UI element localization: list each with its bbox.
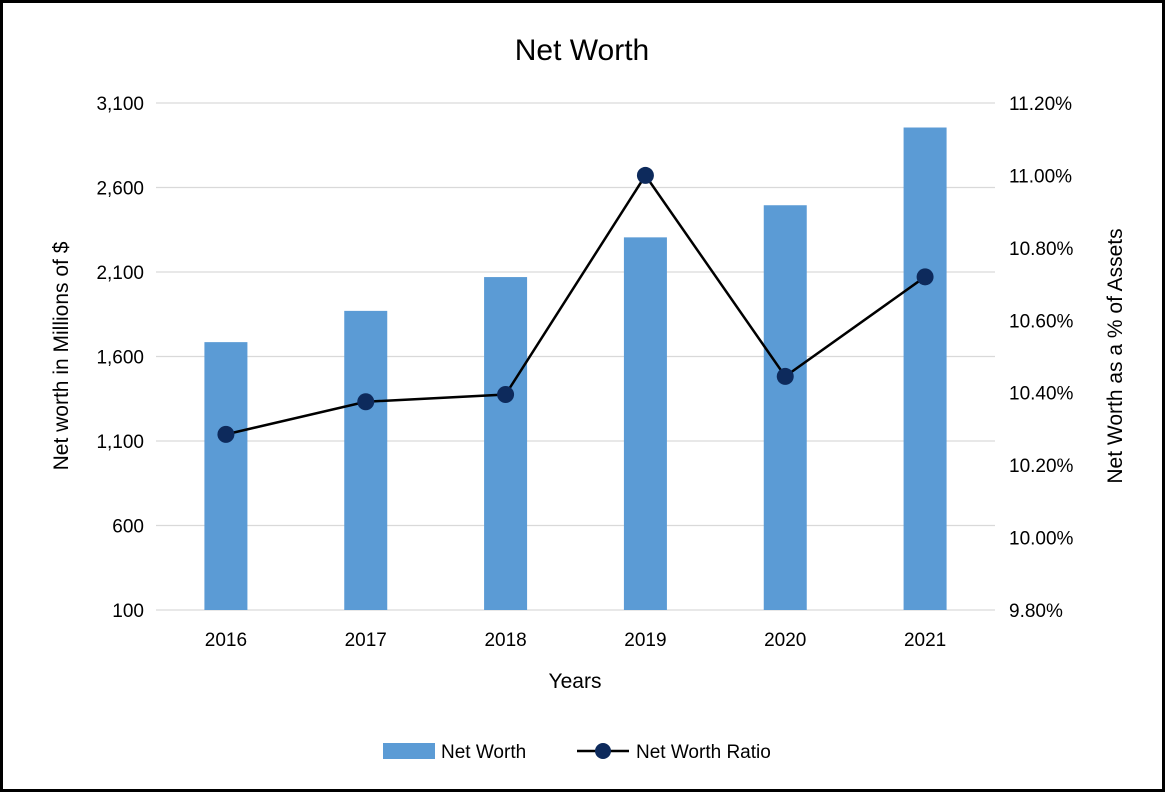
left-tick-label: 2,100 [96, 263, 144, 284]
right-tick-label: 10.60% [1009, 311, 1074, 332]
right-tick-label: 11.00% [1009, 166, 1072, 187]
left-tick-label: 2,600 [96, 179, 144, 200]
right-axis-title: Net Worth as a % of Assets [1104, 228, 1127, 483]
legend-label-net-worth-ratio: Net Worth Ratio [636, 742, 771, 763]
right-tick-label: 10.20% [1009, 456, 1074, 477]
line-point [776, 367, 794, 385]
legend-swatch-net-worth [383, 743, 435, 759]
bar [763, 205, 807, 610]
x-tick-label: 2020 [764, 630, 806, 651]
left-axis-ticks: 100 600 1,100 1,600 2,100 2,600 3,100 [96, 94, 144, 622]
legend: Net Worth Net Worth Ratio [383, 742, 771, 763]
x-tick-label: 2016 [205, 630, 247, 651]
left-tick-label: 3,100 [96, 94, 144, 115]
legend-label-net-worth: Net Worth [441, 742, 526, 763]
x-tick-label: 2018 [484, 630, 526, 651]
line-point [217, 425, 235, 443]
line-point [636, 166, 654, 184]
right-axis-ticks: 9.80% 10.00% 10.20% 10.40% 10.60% 10.80% 11.00… [1009, 94, 1074, 622]
x-tick-label: 2019 [624, 630, 666, 651]
right-tick-label: 10.80% [1009, 239, 1074, 260]
line-point [916, 268, 934, 286]
bar [204, 342, 248, 610]
line-series-net-worth-ratio [217, 166, 934, 443]
left-axis-title: Net worth in Millions of $ [50, 241, 73, 470]
x-axis-title: Years [549, 670, 602, 693]
left-tick-label: 100 [112, 601, 144, 622]
left-tick-label: 1,600 [96, 348, 144, 369]
bar [903, 127, 947, 610]
line-point [357, 393, 375, 411]
x-tick-label: 2021 [904, 630, 946, 651]
legend-marker-net-worth-ratio [595, 743, 611, 759]
right-tick-label: 9.80% [1009, 601, 1063, 622]
right-tick-label: 10.40% [1009, 384, 1074, 405]
right-tick-label: 10.00% [1009, 529, 1074, 550]
x-tick-label: 2017 [345, 630, 387, 651]
series-line [225, 173, 926, 436]
x-axis-ticks: 2016 2017 2018 2019 2020 2021 [205, 630, 946, 651]
left-tick-label: 600 [112, 517, 144, 538]
right-tick-label: 11.20% [1009, 94, 1072, 115]
bar-series-net-worth [204, 127, 947, 611]
line-point [497, 386, 515, 404]
chart-title: Net Worth [515, 34, 650, 67]
bar [484, 277, 528, 610]
bar [623, 237, 667, 611]
bar [344, 310, 388, 610]
gridlines [156, 102, 995, 611]
left-tick-label: 1,100 [96, 432, 144, 453]
